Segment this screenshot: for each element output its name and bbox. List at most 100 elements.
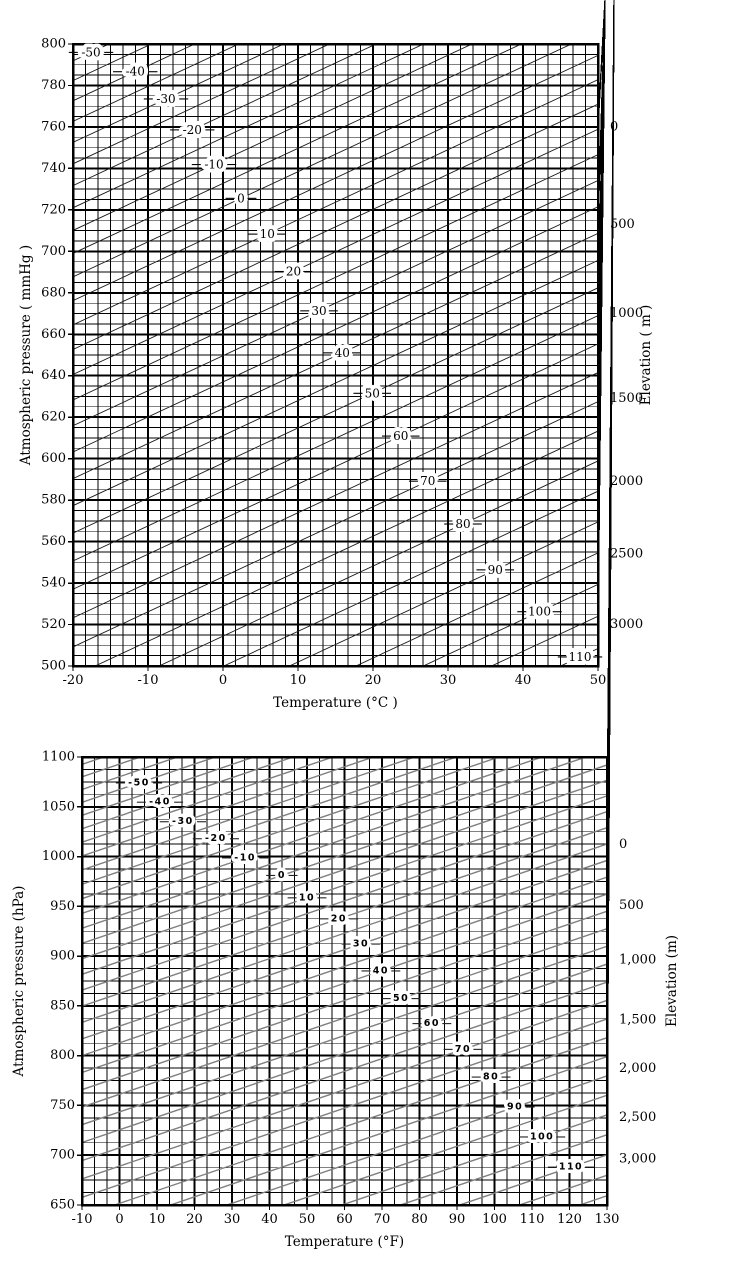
isoline	[288, 521, 598, 666]
elevation-tick-label: 3,000	[619, 1152, 656, 1167]
isoline-label: 30	[353, 939, 369, 950]
isolines	[82, 757, 607, 1205]
isoline-label: 90	[488, 563, 503, 577]
elevation-tick-label: 2,000	[619, 1061, 656, 1076]
isoline	[82, 910, 607, 1091]
x-tick-label: 50	[590, 673, 607, 688]
x-tick-label: 120	[557, 1212, 582, 1227]
isoline	[73, 44, 523, 254]
isoline	[82, 945, 607, 1126]
x-tick-label: 110	[520, 1212, 545, 1227]
mmhg-x-axis-title: Temperature (°C )	[273, 695, 398, 711]
isoline-label: 20	[286, 265, 301, 279]
isoline-label: 60	[393, 429, 408, 443]
isoline-label: -30	[172, 816, 194, 827]
elevation-tick-label: 500	[619, 898, 644, 913]
elevation-tick-label: 2500	[610, 547, 643, 562]
elevation-tick-label: 1,000	[619, 953, 656, 968]
y-tick-label: 560	[41, 534, 66, 549]
mmhg-elevation-axis-title: Elevation ( m )	[638, 305, 654, 406]
isoline	[73, 79, 598, 326]
isoline-label: 80	[483, 1072, 499, 1083]
y-tick-label: 540	[41, 576, 66, 591]
isoline-label: -20	[205, 833, 227, 844]
isoline-label: 10	[260, 227, 275, 241]
x-tick-label: 80	[411, 1212, 428, 1227]
isoline	[82, 764, 607, 945]
isoline	[82, 859, 607, 1040]
isoline	[82, 893, 607, 1074]
isoline	[422, 583, 598, 666]
isoline-label: 100	[530, 1131, 554, 1142]
x-tick-label: 90	[449, 1212, 466, 1227]
elevation-tick-label: 2,500	[619, 1110, 656, 1125]
isoline	[73, 372, 598, 619]
isoline	[354, 552, 598, 666]
isoline	[82, 1018, 607, 1199]
mmhg-y-axis-title: Atmospheric pressure ( mmHg )	[18, 245, 34, 466]
isoline-label: -40	[149, 797, 171, 808]
isoline-label: 30	[311, 304, 326, 318]
isoline	[73, 287, 598, 534]
isoline	[73, 44, 240, 122]
y-tick-label: 750	[50, 1098, 75, 1113]
x-tick-label: 70	[374, 1212, 391, 1227]
isoline	[73, 44, 474, 231]
isoline	[73, 0, 598, 4]
isoline	[82, 757, 218, 803]
isoline	[73, 0, 598, 22]
y-tick-label: 1100	[42, 750, 75, 765]
isoline-label: 0	[237, 191, 245, 205]
isoline	[73, 54, 598, 302]
x-tick-label: -20	[63, 673, 84, 688]
x-tick-label: 30	[440, 673, 457, 688]
isoline	[82, 757, 459, 885]
y-tick-label: 780	[41, 78, 66, 93]
isoline-label: 20	[331, 913, 347, 924]
isoline	[224, 1075, 607, 1205]
isoline-label: 0	[278, 870, 286, 881]
y-tick-label: 950	[50, 899, 75, 914]
isoline	[73, 44, 573, 278]
isoline	[82, 757, 296, 830]
isoline	[82, 999, 607, 1180]
y-tick-label: 700	[50, 1148, 75, 1163]
isoline	[82, 757, 589, 929]
axis-tick-labels: -20 -10 0 10 20 30 40 5080078076074072070068066…	[41, 37, 643, 689]
isoline	[82, 757, 180, 791]
isoline-label: 40	[373, 965, 389, 976]
x-tick-label: 10	[149, 1212, 166, 1227]
isoline	[82, 757, 545, 915]
x-tick-label: 20	[186, 1212, 203, 1227]
isoline	[222, 490, 598, 666]
isoline	[73, 315, 598, 562]
isoline	[73, 44, 196, 102]
isoline	[82, 757, 376, 857]
isolines	[73, 0, 598, 666]
isoline-labels: -50 -40 -30 -20 -10 0 10 20 30 40 50 60 70 80 90 100 110	[68, 41, 603, 668]
hpa-x-axis-title: Temperature (°F)	[285, 1234, 404, 1250]
x-tick-label: 40	[515, 673, 532, 688]
isoline	[73, 343, 598, 590]
isoline	[82, 963, 607, 1144]
y-tick-label: 660	[41, 327, 66, 342]
x-tick-label: 30	[224, 1212, 241, 1227]
isoline-label: 70	[455, 1044, 471, 1055]
isoline	[73, 206, 598, 453]
elevation-axis-tick	[606, 0, 615, 1160]
isoline-label: 80	[455, 517, 470, 531]
elevation-tick-label: 3000	[610, 617, 643, 632]
x-tick-label: 20	[365, 673, 382, 688]
isoline-label: 40	[335, 346, 350, 360]
isoline-label: 50	[393, 993, 409, 1004]
y-tick-label: 800	[50, 1048, 75, 1063]
elevation-axis-tick	[597, 0, 606, 625]
y-tick-label: 800	[41, 37, 66, 52]
x-tick-label: 0	[115, 1212, 123, 1227]
mmhg-temperature-chart: -20 -10 0 10 20 30 40 5080078076074072070068066…	[18, 0, 654, 711]
isoline	[73, 44, 378, 187]
isoline-label: 50	[365, 386, 380, 400]
y-tick-label: 520	[41, 617, 66, 632]
isoline	[457, 1154, 607, 1205]
